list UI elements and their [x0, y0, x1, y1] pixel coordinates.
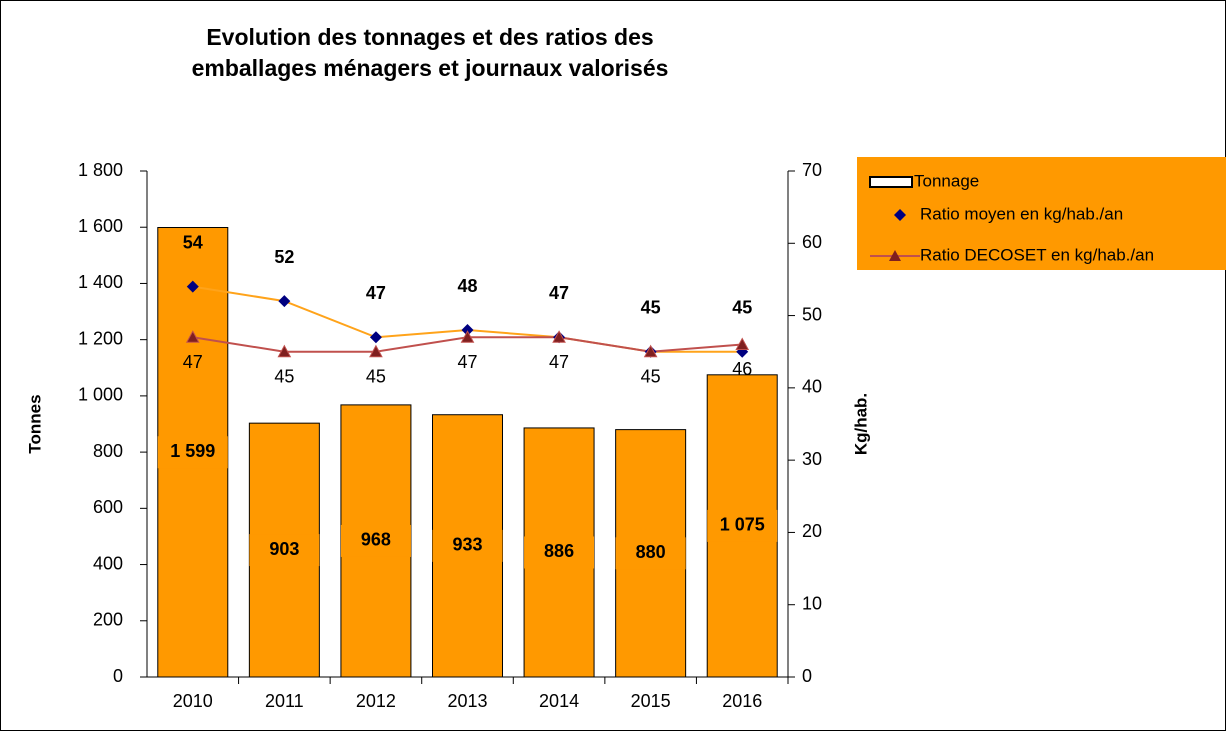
y-tick-label: 1 600 — [78, 216, 123, 236]
triangle-marker — [460, 330, 475, 343]
line-value-label: 47 — [183, 352, 203, 372]
bar-value-label: 1 599 — [170, 441, 215, 461]
y2-axis-title: Kg/hab. — [851, 393, 870, 455]
legend-marker — [889, 250, 901, 261]
triangle-marker — [277, 344, 292, 358]
bar-value-label: 886 — [544, 541, 574, 561]
x-tick-label: 2014 — [539, 691, 579, 711]
y2-tick-label: 60 — [802, 232, 822, 252]
diamond-marker — [461, 324, 474, 337]
value-label-bg — [615, 537, 686, 570]
x-tick-label: 2011 — [265, 691, 304, 711]
line-value-label: 48 — [457, 276, 477, 296]
x-tick-label: 2012 — [356, 691, 396, 711]
y2-tick-label: 70 — [802, 160, 822, 180]
y-tick-label: 800 — [93, 441, 123, 461]
y-tick-label: 600 — [93, 497, 123, 517]
line-value-label: 45 — [366, 366, 386, 386]
y2-tick-label: 0 — [802, 666, 812, 686]
line-value-label: 45 — [641, 366, 661, 386]
line-value-label: 54 — [183, 232, 203, 252]
y-tick-label: 1 200 — [78, 328, 123, 348]
legend-marker — [894, 209, 906, 221]
diamond-marker — [186, 280, 199, 293]
triangle-marker — [369, 344, 383, 358]
y-tick-label: 1 000 — [78, 385, 123, 405]
triangle-marker — [552, 330, 566, 343]
y-tick-label: 1 800 — [78, 160, 123, 180]
y2-tick-label: 50 — [802, 304, 822, 324]
line-value-label: 45 — [641, 297, 661, 317]
x-tick-label: 2015 — [631, 691, 671, 711]
value-label-bg — [340, 524, 411, 557]
diamond-marker — [278, 295, 291, 308]
y-axis-title: Tonnes — [25, 394, 44, 453]
line-value-label: 45 — [274, 366, 294, 386]
triangle-marker — [185, 330, 200, 343]
bar-value-label: 968 — [361, 530, 391, 550]
line-value-label: 45 — [732, 297, 752, 317]
legend-box — [857, 157, 1226, 270]
x-tick-label: 2010 — [173, 691, 213, 711]
y2-tick-label: 30 — [802, 449, 822, 469]
x-tick-label: 2016 — [722, 691, 762, 711]
legend-label: Tonnage — [914, 171, 979, 190]
y-tick-label: 0 — [113, 666, 123, 686]
y-tick-label: 200 — [93, 610, 123, 630]
triangle-marker — [643, 344, 658, 358]
y-tick-label: 1 400 — [78, 272, 123, 292]
line-value-label: 47 — [549, 283, 569, 303]
line-value-label: 47 — [549, 352, 569, 372]
value-label-bg — [524, 536, 595, 569]
chart-title: Evolution des tonnages et des ratios des… — [192, 24, 669, 81]
value-label-bg — [157, 436, 228, 469]
value-label-bg — [707, 509, 778, 542]
y2-tick-label: 20 — [802, 521, 822, 541]
triangle-marker — [735, 337, 750, 350]
diamond-marker — [369, 331, 382, 344]
line-value-label: 47 — [457, 352, 477, 372]
legend-swatch — [869, 176, 913, 188]
value-label-bg — [432, 529, 503, 562]
bar-value-label: 903 — [269, 539, 299, 559]
x-tick-label: 2013 — [447, 691, 487, 711]
value-label-bg — [249, 534, 320, 567]
line-value-label: 47 — [366, 283, 386, 303]
y2-tick-label: 40 — [802, 377, 822, 397]
bar-value-label: 880 — [636, 542, 666, 562]
legend-label: Ratio DECOSET en kg/hab./an — [920, 245, 1154, 264]
bar-value-label: 1 075 — [720, 515, 765, 535]
line-value-label: 52 — [274, 247, 294, 267]
bar-value-label: 933 — [452, 535, 482, 555]
y2-tick-label: 10 — [802, 593, 822, 613]
legend-label: Ratio moyen en kg/hab./an — [920, 204, 1123, 223]
line-value-label: 46 — [732, 359, 752, 379]
y-tick-label: 400 — [93, 553, 123, 573]
